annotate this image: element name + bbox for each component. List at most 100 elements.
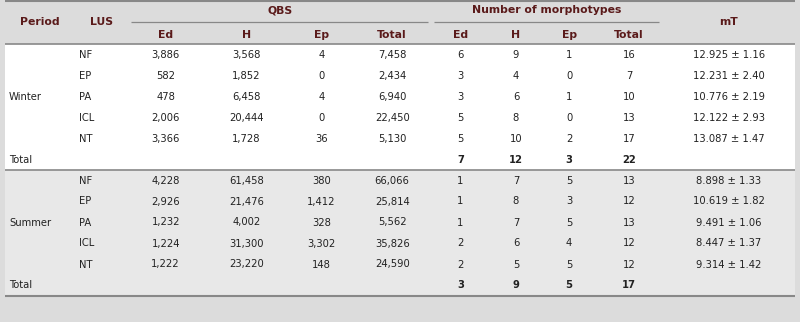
Text: 12.925 ± 1.16: 12.925 ± 1.16: [693, 50, 765, 60]
Text: 12: 12: [509, 155, 523, 165]
Text: 6: 6: [513, 239, 519, 249]
Text: 10: 10: [622, 91, 635, 101]
Text: 12.231 ± 2.40: 12.231 ± 2.40: [693, 71, 765, 80]
Text: Period: Period: [20, 17, 60, 27]
Text: Summer: Summer: [9, 217, 51, 228]
Text: 1: 1: [458, 196, 463, 206]
Text: 1: 1: [566, 91, 572, 101]
Text: 380: 380: [312, 175, 331, 185]
Text: 1,412: 1,412: [307, 196, 336, 206]
Text: 5: 5: [458, 112, 463, 122]
Text: 23,220: 23,220: [230, 260, 264, 270]
Text: Total: Total: [9, 280, 32, 290]
Text: 9.314 ± 1.42: 9.314 ± 1.42: [696, 260, 762, 270]
Text: 66,066: 66,066: [374, 175, 410, 185]
Text: 22,450: 22,450: [374, 112, 410, 122]
Text: 2,006: 2,006: [151, 112, 180, 122]
Text: H: H: [511, 30, 521, 40]
Text: 17: 17: [622, 134, 635, 144]
Text: 7,458: 7,458: [378, 50, 406, 60]
Text: 3,886: 3,886: [151, 50, 180, 60]
Text: 8: 8: [513, 196, 519, 206]
Text: Ep: Ep: [314, 30, 329, 40]
Text: 21,476: 21,476: [229, 196, 264, 206]
Text: 582: 582: [156, 71, 175, 80]
Text: 10.776 ± 2.19: 10.776 ± 2.19: [693, 91, 765, 101]
Text: 3,568: 3,568: [233, 50, 261, 60]
Text: 3: 3: [457, 280, 464, 290]
Text: 4: 4: [513, 71, 519, 80]
Text: Winter: Winter: [9, 91, 42, 101]
Text: 5: 5: [566, 260, 572, 270]
Text: 16: 16: [622, 50, 635, 60]
Text: 5: 5: [458, 134, 463, 144]
Text: 3: 3: [566, 196, 572, 206]
Text: 12: 12: [622, 260, 635, 270]
Text: 3: 3: [566, 155, 573, 165]
Text: 3: 3: [458, 91, 463, 101]
Text: 13: 13: [622, 175, 635, 185]
Text: 12: 12: [622, 239, 635, 249]
Text: 3: 3: [458, 71, 463, 80]
Text: 2,926: 2,926: [151, 196, 180, 206]
Text: 1,232: 1,232: [151, 217, 180, 228]
Text: 4: 4: [318, 50, 325, 60]
Bar: [5, 170, 795, 296]
Text: 8.447 ± 1.37: 8.447 ± 1.37: [696, 239, 761, 249]
Text: 3,302: 3,302: [307, 239, 336, 249]
Text: 5: 5: [566, 175, 572, 185]
Text: 7: 7: [513, 175, 519, 185]
Text: LUS: LUS: [90, 17, 113, 27]
Text: 20,444: 20,444: [230, 112, 264, 122]
Text: 13: 13: [622, 112, 635, 122]
Text: QBS: QBS: [267, 5, 292, 15]
Text: 0: 0: [566, 112, 572, 122]
Text: EP: EP: [79, 196, 91, 206]
Text: 4,002: 4,002: [233, 217, 261, 228]
Text: 12.122 ± 2.93: 12.122 ± 2.93: [693, 112, 765, 122]
Text: 5,130: 5,130: [378, 134, 406, 144]
Text: 5,562: 5,562: [378, 217, 406, 228]
Text: 1,852: 1,852: [232, 71, 261, 80]
Text: 148: 148: [312, 260, 331, 270]
Text: 7: 7: [457, 155, 464, 165]
Text: 7: 7: [626, 71, 632, 80]
Text: 478: 478: [156, 91, 175, 101]
Text: NF: NF: [79, 175, 92, 185]
Text: 3,366: 3,366: [151, 134, 180, 144]
Text: 1,224: 1,224: [151, 239, 180, 249]
Text: 1: 1: [458, 217, 463, 228]
Text: 13: 13: [622, 217, 635, 228]
Text: 5: 5: [513, 260, 519, 270]
Text: mT: mT: [719, 17, 738, 27]
Text: 9.491 ± 1.06: 9.491 ± 1.06: [696, 217, 762, 228]
Text: 13.087 ± 1.47: 13.087 ± 1.47: [693, 134, 764, 144]
Text: H: H: [242, 30, 251, 40]
Bar: [5, 44, 795, 170]
Text: 6,940: 6,940: [378, 91, 406, 101]
Text: 1: 1: [566, 50, 572, 60]
Text: 4,228: 4,228: [151, 175, 180, 185]
Text: Number of morphotypes: Number of morphotypes: [472, 5, 622, 15]
Text: PA: PA: [79, 217, 91, 228]
Text: 36: 36: [315, 134, 328, 144]
Text: Total: Total: [614, 30, 644, 40]
Text: 5: 5: [566, 217, 572, 228]
Text: 5: 5: [566, 280, 573, 290]
Text: 9: 9: [513, 280, 519, 290]
Text: ICL: ICL: [79, 239, 94, 249]
Text: 9: 9: [513, 50, 519, 60]
Text: 6: 6: [513, 91, 519, 101]
Text: ICL: ICL: [79, 112, 94, 122]
Text: 10.619 ± 1.82: 10.619 ± 1.82: [693, 196, 765, 206]
Text: 0: 0: [318, 71, 325, 80]
Text: 25,814: 25,814: [374, 196, 410, 206]
Text: 7: 7: [513, 217, 519, 228]
Text: EP: EP: [79, 71, 91, 80]
Text: 8: 8: [513, 112, 519, 122]
Text: 1,222: 1,222: [151, 260, 180, 270]
Text: 8.898 ± 1.33: 8.898 ± 1.33: [696, 175, 761, 185]
Text: NF: NF: [79, 50, 92, 60]
Text: 6: 6: [458, 50, 463, 60]
Text: 4: 4: [318, 91, 325, 101]
